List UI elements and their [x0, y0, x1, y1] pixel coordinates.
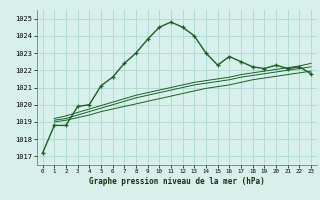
- X-axis label: Graphe pression niveau de la mer (hPa): Graphe pression niveau de la mer (hPa): [89, 177, 265, 186]
